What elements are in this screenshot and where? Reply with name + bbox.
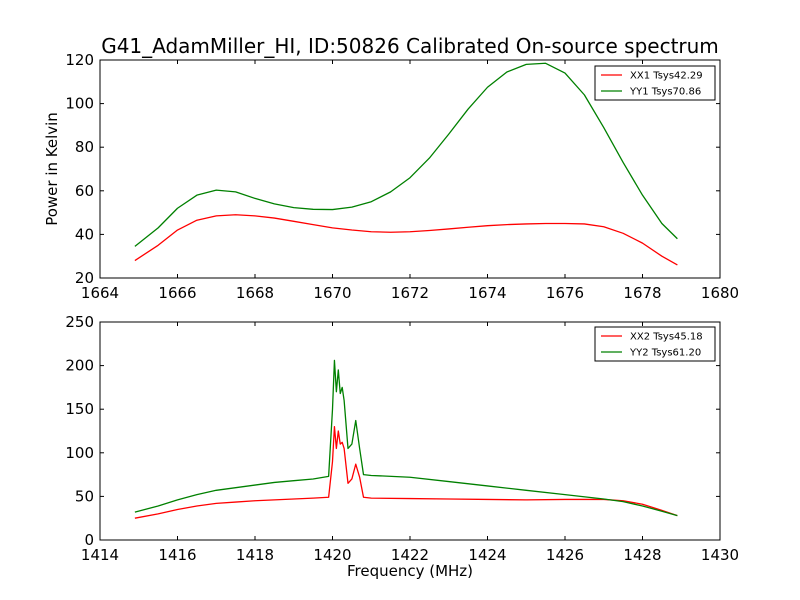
bottom-x-tick-label: 1424 xyxy=(468,546,506,564)
bottom-x-axis-label: Frequency (MHz) xyxy=(347,562,473,580)
bottom-legend-box xyxy=(594,326,716,362)
bottom-ticks-layer: 1414 1416 1418 1420 1422 1424 1426 1428 1430 0 50 1… xyxy=(65,313,739,564)
bottom-x-tick-label: 1418 xyxy=(236,546,274,564)
bottom-x-tick-label: 1422 xyxy=(391,546,429,564)
bottom-x-tick-label: 1426 xyxy=(546,546,584,564)
top-x-tick-label: 1674 xyxy=(468,284,506,302)
bottom-x-tick-label: 1420 xyxy=(313,546,351,564)
top-x-tick-label: 1680 xyxy=(701,284,739,302)
top-series-layer xyxy=(134,62,678,266)
top-x-tick-label: 1672 xyxy=(391,284,429,302)
bottom-series-layer xyxy=(134,359,678,519)
top-series-line-1 xyxy=(134,62,678,247)
bottom-x-tick-label: 1414 xyxy=(81,546,119,564)
top-y-tick-label: 40 xyxy=(75,225,94,243)
top-y-axis-label: Power in Kelvin xyxy=(43,112,61,226)
bottom-series-line-1 xyxy=(134,359,678,517)
bottom-y-tick-label: 100 xyxy=(65,444,94,462)
bottom-y-tick-label: 200 xyxy=(65,357,94,375)
bottom-y-tick-label: 150 xyxy=(65,400,94,418)
top-legend-label-xx1: XX1 Tsys42.29 xyxy=(630,71,703,82)
top-y-tick-label: 20 xyxy=(75,269,94,287)
top-x-tick-label: 1676 xyxy=(546,284,584,302)
top-x-tick-label: 1678 xyxy=(623,284,661,302)
top-legend-label-yy1: YY1 Tsys70.86 xyxy=(629,87,701,98)
top-y-tick-label: 60 xyxy=(75,182,94,200)
top-y-tick-label: 120 xyxy=(65,51,94,69)
top-y-tick-label: 100 xyxy=(65,95,94,113)
bottom-y-tick-label: 0 xyxy=(84,531,94,549)
bottom-legend: XX2 Tsys45.18 YY2 Tsys61.20 xyxy=(594,326,716,362)
top-y-tick-label: 80 xyxy=(75,138,94,156)
top-ticks-layer: 1664 1666 1668 1670 1672 1674 1676 1678 1680 20 40… xyxy=(65,51,739,302)
top-series-line-0 xyxy=(134,214,678,266)
top-x-tick-label: 1670 xyxy=(313,284,351,302)
bottom-x-tick-label: 1416 xyxy=(158,546,196,564)
bottom-y-tick-label: 50 xyxy=(75,487,94,505)
bottom-legend-label-yy2: YY2 Tsys61.20 xyxy=(629,348,701,359)
bottom-x-tick-label: 1428 xyxy=(623,546,661,564)
bottom-series-line-0 xyxy=(134,425,678,519)
bottom-legend-label-xx2: XX2 Tsys45.18 xyxy=(630,332,703,343)
bottom-x-tick-label: 1430 xyxy=(701,546,739,564)
top-x-tick-label: 1668 xyxy=(236,284,274,302)
chart-bottom: 1414 1416 1418 1420 1422 1424 1426 1428 1430 0 50 1… xyxy=(65,313,739,580)
top-legend-box xyxy=(594,65,716,101)
bottom-y-tick-label: 250 xyxy=(65,313,94,331)
figure-title: G41_AdamMiller_HI, ID:50826 Calibrated O… xyxy=(101,34,719,58)
top-x-tick-label: 1666 xyxy=(158,284,196,302)
top-x-tick-label: 1664 xyxy=(81,284,119,302)
top-legend: XX1 Tsys42.29 YY1 Tsys70.86 xyxy=(594,65,716,101)
chart-top: 1664 1666 1668 1670 1672 1674 1676 1678 1680 20 40… xyxy=(43,51,739,302)
